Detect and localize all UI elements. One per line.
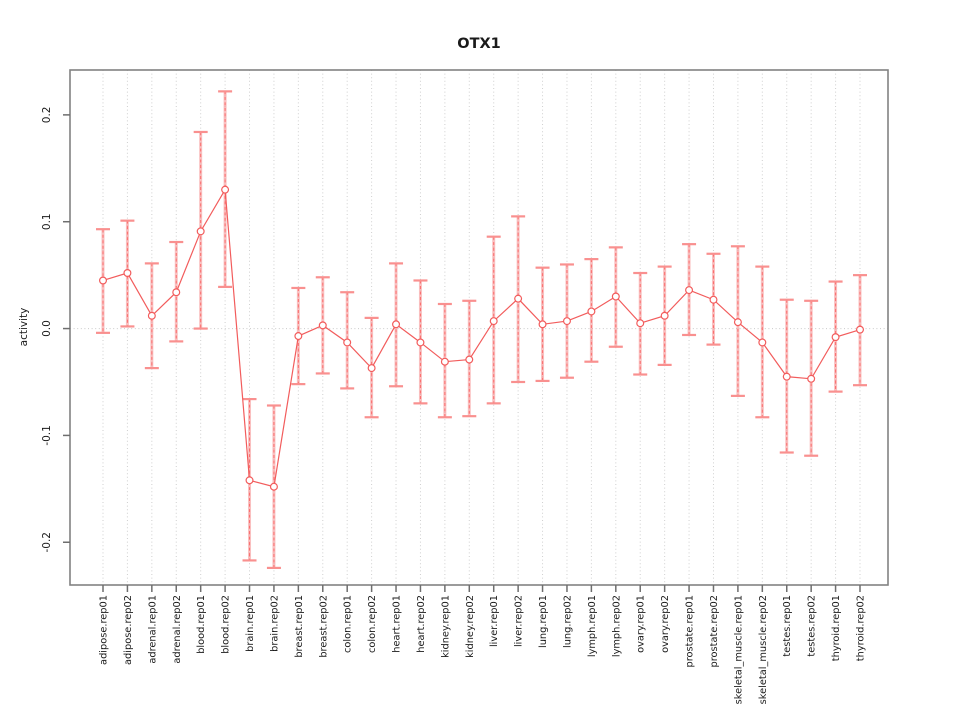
data-point xyxy=(416,338,425,347)
data-point xyxy=(147,311,156,320)
x-tick-label: skeletal_muscle.rep01 xyxy=(733,595,744,704)
x-tick-label: testes.rep01 xyxy=(782,595,793,657)
data-point xyxy=(367,364,376,373)
x-tick-label: thyroid.rep02 xyxy=(856,595,867,661)
data-point xyxy=(221,185,230,194)
data-point xyxy=(245,476,254,485)
data-point xyxy=(465,355,474,364)
x-tick-label: lymph.rep01 xyxy=(587,595,598,657)
x-tick-label: blood.rep02 xyxy=(221,595,232,654)
chart-plot-area: -0.2 -0.1 0.0 0.1 0.2 adipose.rep01 adipose.re… xyxy=(41,69,889,704)
x-tick-label: kidney.rep01 xyxy=(440,595,451,658)
data-point xyxy=(440,357,449,366)
data-point xyxy=(98,276,107,285)
x-tick-label: brain.rep01 xyxy=(245,595,256,652)
plot-frame xyxy=(69,69,889,586)
x-tick-label: testes.rep02 xyxy=(807,595,818,657)
x-tick-label: breast.rep02 xyxy=(318,595,329,658)
x-tick-label: lymph.rep02 xyxy=(611,595,622,657)
x-tick-label: lung.rep02 xyxy=(562,595,573,648)
x-tick-label: ovary.rep02 xyxy=(660,595,671,653)
data-point xyxy=(514,294,523,303)
data-point xyxy=(685,286,694,295)
x-tick-label: lung.rep01 xyxy=(538,595,549,648)
data-point xyxy=(294,332,303,341)
data-point xyxy=(807,374,816,383)
data-point xyxy=(587,307,596,316)
y-axis-label: activity xyxy=(18,308,30,347)
x-tick-label: skeletal_muscle.rep02 xyxy=(758,595,769,704)
x-tick-label: adrenal.rep01 xyxy=(147,595,158,664)
y-tick-label: 0.2 xyxy=(41,107,53,124)
data-point xyxy=(562,317,571,326)
data-point xyxy=(269,482,278,491)
x-tick-label: heart.rep02 xyxy=(416,595,427,653)
data-point xyxy=(392,320,401,329)
series-line xyxy=(102,187,861,488)
x-tick-label: adrenal.rep02 xyxy=(172,595,183,664)
data-point xyxy=(733,318,742,327)
data-point xyxy=(709,295,718,304)
x-tick-label: heart.rep01 xyxy=(392,595,403,653)
data-point xyxy=(123,269,132,278)
x-tick-label: breast.rep01 xyxy=(294,595,305,658)
x-tick-label: prostate.rep02 xyxy=(709,595,720,667)
data-point xyxy=(611,292,620,301)
data-point xyxy=(172,288,181,297)
y-tick-label: 0.0 xyxy=(41,320,53,337)
data-point xyxy=(782,372,791,381)
y-tick-label: 0.1 xyxy=(41,213,53,230)
data-point xyxy=(538,320,547,329)
x-tick-label: colon.rep02 xyxy=(367,595,378,653)
data-point xyxy=(636,319,645,328)
x-tick-label: kidney.rep02 xyxy=(465,595,476,658)
y-tick-label: -0.1 xyxy=(41,425,53,446)
y-tick-label: -0.2 xyxy=(41,532,53,553)
x-tick-label: adipose.rep01 xyxy=(99,595,110,665)
x-tick-label: brain.rep02 xyxy=(269,595,280,652)
x-tick-label: liver.rep01 xyxy=(489,595,500,647)
x-tick-label: liver.rep02 xyxy=(514,595,525,647)
chart-title: OTX1 xyxy=(457,36,501,52)
x-tick-label: thyroid.rep01 xyxy=(831,595,842,661)
x-tick-label: colon.rep01 xyxy=(343,595,354,653)
x-tick-label: adipose.rep02 xyxy=(123,595,134,665)
data-point xyxy=(758,338,767,347)
x-tick-label: ovary.rep01 xyxy=(636,595,647,653)
x-tick-label: prostate.rep01 xyxy=(685,595,696,667)
data-point xyxy=(831,333,840,342)
data-point xyxy=(318,321,327,330)
data-point xyxy=(855,325,864,334)
data-point xyxy=(660,311,669,320)
data-point xyxy=(343,338,352,347)
x-tick-label: blood.rep01 xyxy=(196,595,207,654)
data-point xyxy=(196,227,205,236)
data-point xyxy=(489,317,498,326)
